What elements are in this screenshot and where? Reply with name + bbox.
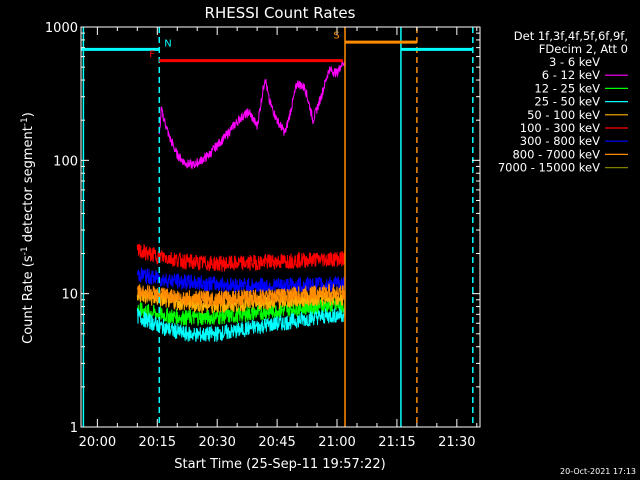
legend-label-50-100-kev: 50 - 100 keV bbox=[527, 108, 600, 122]
x-axis-label: Start Time (25-Sep-11 19:57:22) bbox=[174, 457, 385, 472]
legend-label-12-25-kev: 12 - 25 keV bbox=[534, 81, 600, 95]
x-tick-label: 20:15 bbox=[139, 435, 176, 450]
legend-label-3-6-kev: 3 - 6 keV bbox=[549, 55, 600, 69]
y-tick-label: 1000 bbox=[45, 21, 78, 36]
y-tick-label: 1 bbox=[70, 421, 78, 436]
legend-label-7000-15000-kev: 7000 - 15000 keV bbox=[498, 161, 600, 175]
series-line-25-50-kev bbox=[136, 307, 346, 342]
legend-label-25-50-kev: 25 - 50 keV bbox=[534, 95, 600, 109]
plot-frame bbox=[80, 26, 481, 428]
x-tick-label: 20:45 bbox=[258, 435, 295, 450]
x-tick-label: 21:15 bbox=[378, 435, 415, 450]
y-axis-ticks: 1 10 100 1000 bbox=[45, 21, 480, 436]
annotation-f: F bbox=[149, 50, 155, 61]
x-tick-label: 21:30 bbox=[438, 435, 475, 450]
legend-label-800-7000-kev: 800 - 7000 keV bbox=[512, 147, 600, 161]
series-line-100-300-kev bbox=[136, 243, 346, 272]
chart-title: RHESSI Count Rates bbox=[205, 4, 356, 22]
annotation-s: S bbox=[333, 30, 339, 41]
legend-label-100-300-kev: 100 - 300 keV bbox=[520, 121, 600, 135]
x-tick-label: 21:00 bbox=[318, 435, 355, 450]
series-line-300-800-kev bbox=[136, 267, 346, 294]
overlay-layer bbox=[81, 27, 474, 427]
y-axis-label: Count Rate (s-1 detector segment-1) bbox=[20, 112, 36, 344]
y-tick-label: 100 bbox=[53, 154, 78, 169]
x-tick-label: 20:30 bbox=[198, 435, 235, 450]
series-line-6-12-kev bbox=[158, 60, 346, 170]
legend-label-6-12-kev: 6 - 12 keV bbox=[542, 68, 600, 82]
series-line-800-7000-kev bbox=[136, 282, 346, 307]
legend: Det 1f,3f,4f,5f,6f,9f, FDecim 2, Att 0 3… bbox=[498, 29, 628, 175]
y-tick-label: 10 bbox=[61, 288, 78, 303]
legend-label-300-800-kev: 300 - 800 keV bbox=[520, 134, 600, 148]
series-layer bbox=[136, 49, 346, 350]
legend-header-line-1: Det 1f,3f,4f,5f,6f,9f, bbox=[514, 29, 628, 43]
x-axis-ticks: 20:00 20:15 20:30 20:45 21:00 21:15 21:30 bbox=[79, 27, 478, 450]
annotation-n: N bbox=[164, 38, 171, 49]
legend-header-line-2: FDecim 2, Att 0 bbox=[539, 42, 628, 56]
timestamp: 20-Oct-2021 17:13 bbox=[560, 467, 636, 476]
x-tick-label: 20:00 bbox=[79, 435, 116, 450]
series-line-3-6-kev bbox=[136, 49, 346, 350]
